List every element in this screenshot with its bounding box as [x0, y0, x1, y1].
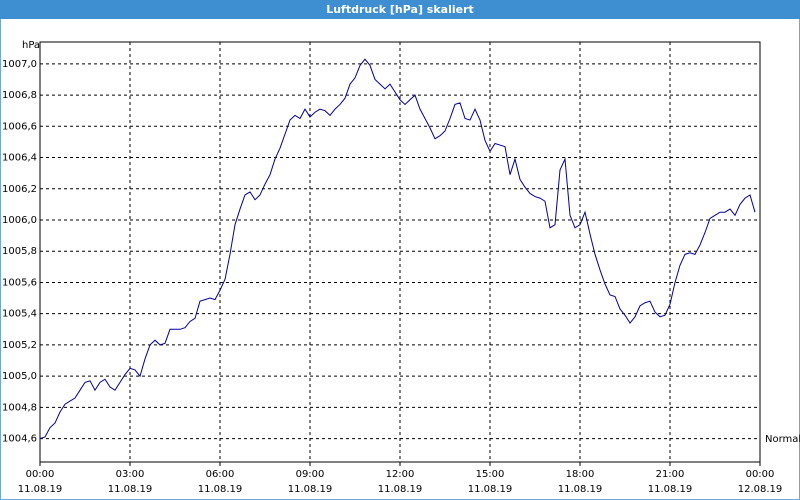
x-tick-label: 21:00: [656, 469, 685, 480]
y-tick-label: 1005,4: [2, 309, 37, 320]
x-tick-date: 11.08.19: [18, 484, 63, 495]
x-tick-label: 12:00: [386, 469, 415, 480]
y-tick-label: 1005,8: [2, 246, 37, 257]
plot-frame: [39, 41, 761, 463]
chart-title: Luftdruck [hPa] skaliert: [326, 3, 474, 16]
x-tick-label: 03:00: [116, 469, 145, 480]
y-axis-unit: hPa: [22, 40, 40, 51]
x-tick-label: 00:00: [746, 469, 775, 480]
y-tick-label: 1006,8: [2, 90, 37, 101]
x-tick-label: 06:00: [206, 469, 235, 480]
x-tick-date: 11.08.19: [558, 484, 603, 495]
y-tick-label: 1004,8: [2, 402, 37, 413]
y-tick-label: 1006,6: [2, 121, 37, 132]
y-tick-label: 1006,2: [2, 184, 37, 195]
x-tick-label: 15:00: [476, 469, 505, 480]
x-tick-label: 18:00: [566, 469, 595, 480]
x-tick-date: 11.08.19: [198, 484, 243, 495]
x-tick-date: 11.08.19: [648, 484, 693, 495]
y-tick-label: 1005,0: [2, 371, 37, 382]
x-tick-date: 11.08.19: [288, 484, 333, 495]
x-tick-date: 11.08.19: [378, 484, 423, 495]
y-tick-label: 1007,0: [2, 59, 37, 70]
x-tick-label: 00:00: [26, 469, 55, 480]
x-tick-date: 11.08.19: [468, 484, 513, 495]
y-tick-label: 1006,0: [2, 215, 37, 226]
x-tick-date: 12.08.19: [738, 484, 783, 495]
y-tick-label: 1006,4: [2, 153, 37, 164]
title-bar: [0, 0, 800, 19]
x-tick-date: 11.08.19: [108, 484, 153, 495]
data-line: [39, 58, 756, 440]
series-label: Normal: [765, 434, 800, 445]
y-tick-label: 1004,6: [2, 434, 37, 445]
y-tick-label: 1005,6: [2, 277, 37, 288]
x-tick-label: 09:00: [296, 469, 325, 480]
y-tick-label: 1005,2: [2, 340, 37, 351]
